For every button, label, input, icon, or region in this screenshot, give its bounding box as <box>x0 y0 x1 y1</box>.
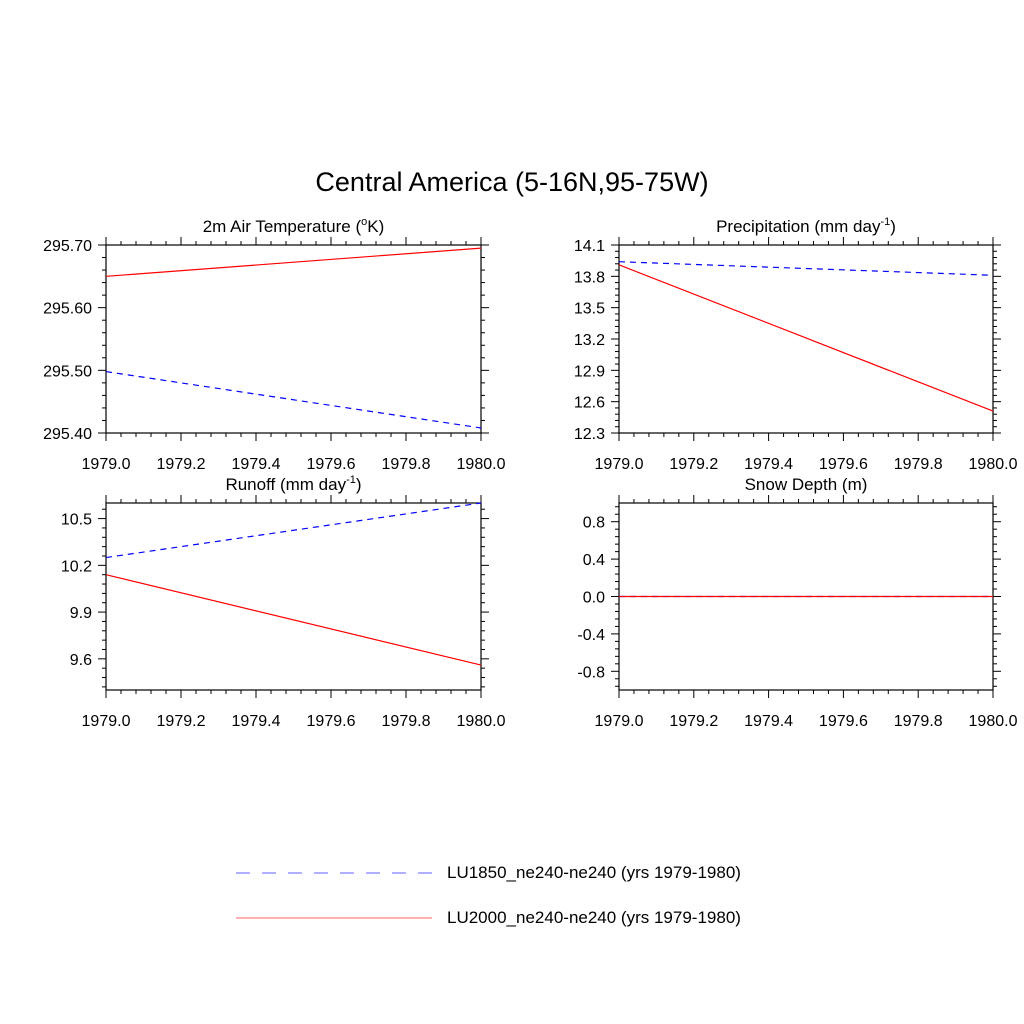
x-tick-label: 1979.8 <box>894 713 943 730</box>
x-tick-label: 1979.6 <box>819 456 868 473</box>
x-tick-label: 1979.8 <box>894 456 943 473</box>
x-tick-label: 1979.6 <box>819 713 868 730</box>
panel-title: Runoff (mm day-1) <box>225 474 361 494</box>
legend-label-lu1850: LU1850_ne240-ne240 (yrs 1979-1980) <box>447 863 741 882</box>
panel-title: Snow Depth (m) <box>745 475 868 494</box>
panel-title: Precipitation (mm day-1) <box>716 216 896 236</box>
y-tick-label: 13.2 <box>574 332 605 349</box>
x-tick-label: 1979.0 <box>595 713 644 730</box>
x-tick-label: 1979.0 <box>82 713 131 730</box>
x-tick-label: 1979.8 <box>382 713 431 730</box>
y-tick-label: 0.0 <box>583 590 605 607</box>
y-tick-label: -0.8 <box>577 664 605 681</box>
figure-title: Central America (5-16N,95-75W) <box>315 167 708 197</box>
y-tick-label: 0.8 <box>583 515 605 532</box>
x-tick-label: 1979.6 <box>307 456 356 473</box>
y-tick-label: 9.6 <box>70 652 92 669</box>
plot-frame <box>105 502 482 691</box>
y-tick-label: 12.3 <box>574 426 605 443</box>
legend-label-lu2000: LU2000_ne240-ne240 (yrs 1979-1980) <box>447 908 741 927</box>
y-tick-label: -0.4 <box>577 627 605 644</box>
x-tick-label: 1979.6 <box>307 713 356 730</box>
y-tick-label: 13.8 <box>574 269 605 286</box>
x-tick-label: 1979.4 <box>744 713 793 730</box>
panel-title: 2m Air Temperature (oK) <box>203 216 385 236</box>
x-tick-label: 1979.8 <box>382 456 431 473</box>
panel-3: Runoff (mm day-1) 1979.0 1979.2 1979.4 1979.… <box>61 474 506 730</box>
series-line-lu1850 <box>105 370 482 429</box>
x-tick-label: 1979.2 <box>669 713 718 730</box>
x-tick-label: 1979.4 <box>232 713 281 730</box>
x-tick-label: 1980.0 <box>457 456 506 473</box>
y-tick-label: 295.40 <box>43 426 92 443</box>
x-tick-label: 1979.2 <box>669 456 718 473</box>
legend: LU1850_ne240-ne240 (yrs 1979-1980) LU200… <box>236 863 741 927</box>
panel-2: Precipitation (mm day-1) 1979.0 1979.2 1979… <box>574 216 1018 473</box>
series-line-lu1850 <box>618 261 994 276</box>
y-tick-label: 12.9 <box>574 363 605 380</box>
panel-1: 2m Air Temperature (oK) 1979.0 1979.2 1979.… <box>43 216 506 473</box>
y-tick-label: 14.1 <box>574 238 605 255</box>
series-line-lu1850 <box>105 502 482 559</box>
x-tick-label: 1980.0 <box>457 713 506 730</box>
y-tick-label: 295.60 <box>43 301 92 318</box>
y-tick-label: 295.70 <box>43 238 92 255</box>
y-tick-label: 10.5 <box>61 512 92 529</box>
series-line-lu2000 <box>105 574 482 666</box>
x-tick-label: 1980.0 <box>969 713 1018 730</box>
y-tick-label: 12.6 <box>574 395 605 412</box>
plot-frame <box>105 244 482 434</box>
y-tick-label: 13.5 <box>574 301 605 318</box>
x-tick-label: 1979.0 <box>82 456 131 473</box>
series-line-lu2000 <box>105 247 482 277</box>
y-tick-label: 9.9 <box>70 605 92 622</box>
series-line-lu2000 <box>618 264 994 412</box>
y-tick-label: 10.2 <box>61 558 92 575</box>
x-tick-label: 1980.0 <box>969 456 1018 473</box>
x-tick-label: 1979.0 <box>595 456 644 473</box>
y-tick-label: 0.4 <box>583 552 605 569</box>
x-tick-label: 1979.4 <box>744 456 793 473</box>
plot-frame <box>618 244 994 434</box>
x-tick-label: 1979.2 <box>157 713 206 730</box>
panels: 2m Air Temperature (oK) 1979.0 1979.2 1979.… <box>43 216 1018 730</box>
y-tick-label: 295.50 <box>43 363 92 380</box>
panel-4: Snow Depth (m) 1979.0 1979.2 1979.4 1979.6 19… <box>577 475 1017 730</box>
x-tick-label: 1979.2 <box>157 456 206 473</box>
x-tick-label: 1979.4 <box>232 456 281 473</box>
